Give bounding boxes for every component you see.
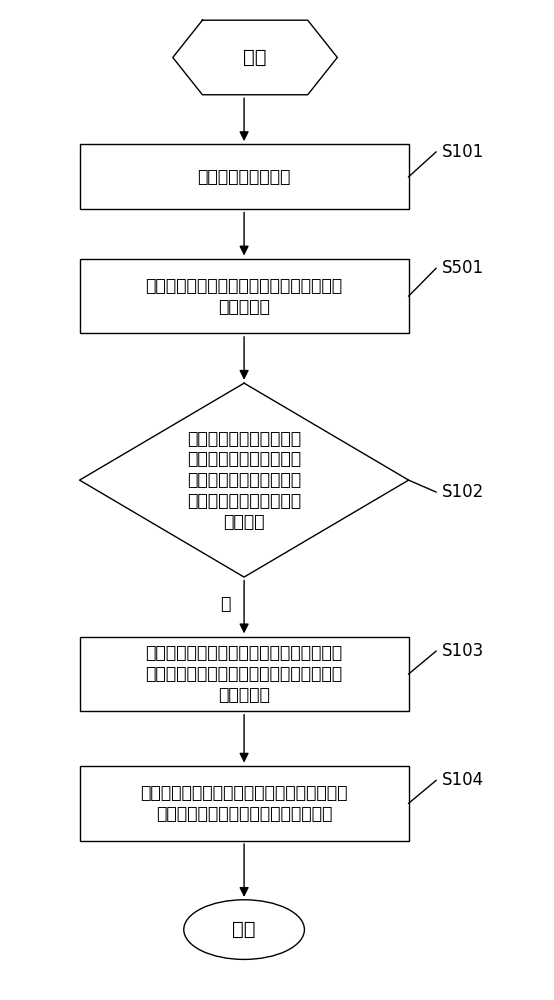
Text: S501: S501 xyxy=(442,259,484,277)
Text: 判断通信连接的各个分布
式光伏系统中是否存在预
设数量个分布式光伏系统
均需要进行掉电后的并网
恢复工作: 判断通信连接的各个分布 式光伏系统中是否存在预 设数量个分布式光伏系统 均需要进… xyxy=(187,430,301,531)
Text: 结束: 结束 xyxy=(232,920,256,939)
Bar xyxy=(80,637,409,711)
Text: S102: S102 xyxy=(442,483,484,501)
Text: 在并网延时的时间结束后，控制自身所在分布
式光伏系统的受控设备工作、恢复并网: 在并网延时的时间结束后，控制自身所在分布 式光伏系统的受控设备工作、恢复并网 xyxy=(140,784,348,823)
Text: 按照预设并网顺序，确定自身所在分布式光
伏系统对应的送电位次，进而确定自身并网
延时的时间: 按照预设并网顺序，确定自身所在分布式光 伏系统对应的送电位次，进而确定自身并网 … xyxy=(146,644,343,704)
Text: S101: S101 xyxy=(442,143,484,161)
Text: 是: 是 xyxy=(220,595,230,613)
Ellipse shape xyxy=(184,900,304,959)
Bar xyxy=(80,766,409,841)
Text: S103: S103 xyxy=(442,642,484,660)
Bar xyxy=(80,259,409,333)
Text: S104: S104 xyxy=(442,771,484,789)
Text: 通过通信，确定其他分布式光伏系统的并网
点状态信息: 通过通信，确定其他分布式光伏系统的并网 点状态信息 xyxy=(146,277,343,316)
Bar xyxy=(80,144,409,209)
Text: 开始: 开始 xyxy=(243,48,267,67)
Text: 检测到线路恢复带电: 检测到线路恢复带电 xyxy=(197,168,291,186)
